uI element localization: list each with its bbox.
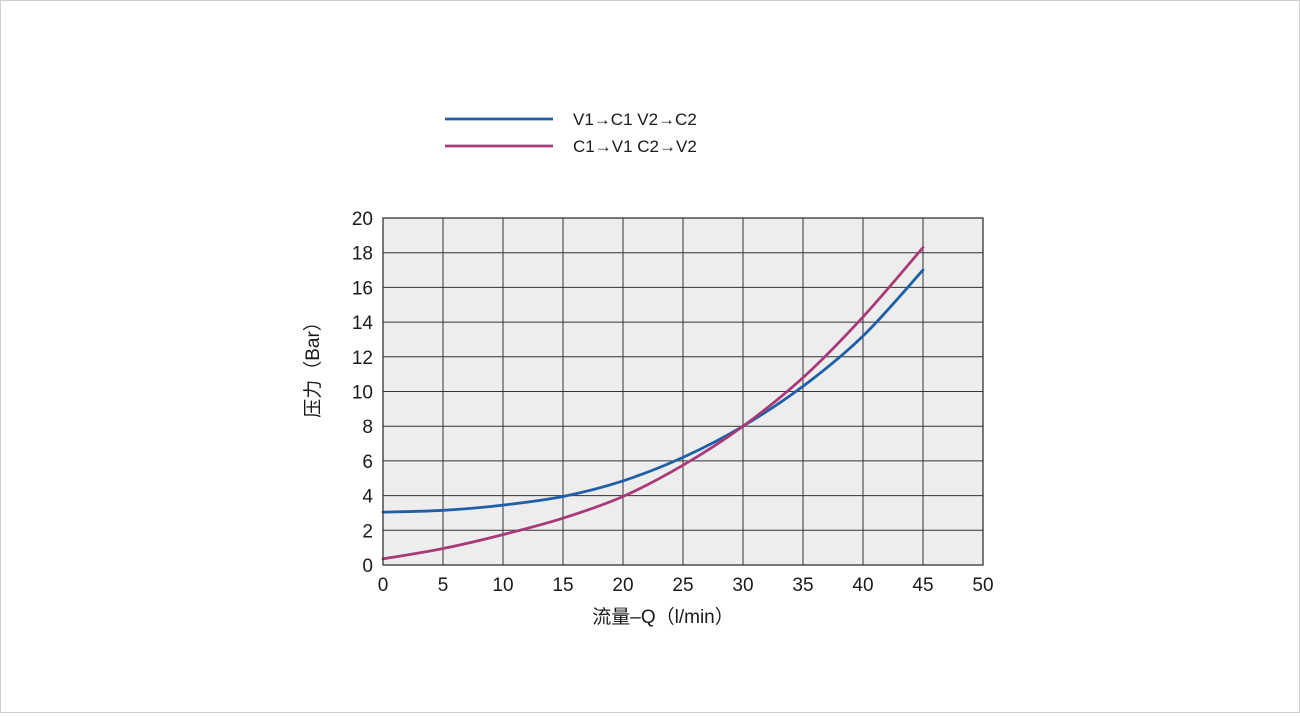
y-tick-label: 8 (362, 417, 373, 438)
y-tick-label: 16 (352, 278, 373, 299)
y-tick-label: 10 (352, 383, 373, 404)
x-tick-label: 5 (438, 575, 449, 596)
x-tick-label: 35 (792, 575, 813, 596)
x-tick-label: 0 (378, 575, 389, 596)
y-tick-label: 14 (352, 313, 374, 334)
x-tick-label: 15 (552, 575, 573, 596)
x-tick-label: 45 (912, 575, 933, 596)
series-line-2 (381, 246, 925, 561)
legend-label-1: V1→C1 V2→C2 (573, 110, 697, 129)
y-tick-label: 4 (362, 487, 373, 508)
y-tick-label: 18 (352, 244, 373, 265)
y-tick-label: 12 (352, 348, 373, 369)
series-lines (381, 246, 925, 561)
y-axis-label: 压力（Bar） (302, 312, 324, 418)
x-tick-label: 50 (972, 575, 993, 596)
series-line-1 (381, 268, 925, 514)
x-tick-label: 40 (852, 575, 873, 596)
legend: V1→C1 V2→C2 C1→V1 C2→V2 (445, 110, 697, 156)
x-tick-labels: 0 5 10 15 20 25 30 35 40 45 50 (378, 575, 994, 596)
y-tick-label: 20 (352, 209, 373, 230)
x-tick-label: 25 (672, 575, 693, 596)
y-tick-labels: 0 2 4 6 8 10 12 14 16 18 20 (352, 209, 374, 577)
x-tick-label: 30 (732, 575, 753, 596)
y-tick-label: 6 (362, 452, 373, 473)
plot-border (382, 217, 984, 566)
y-tick-label: 2 (362, 521, 373, 542)
legend-label-2: C1→V1 C2→V2 (573, 137, 697, 156)
x-tick-label: 20 (612, 575, 633, 596)
x-axis-label: 流量–Q（l/min） (592, 606, 733, 628)
x-tick-label: 10 (492, 575, 513, 596)
y-tick-label: 0 (362, 556, 373, 577)
